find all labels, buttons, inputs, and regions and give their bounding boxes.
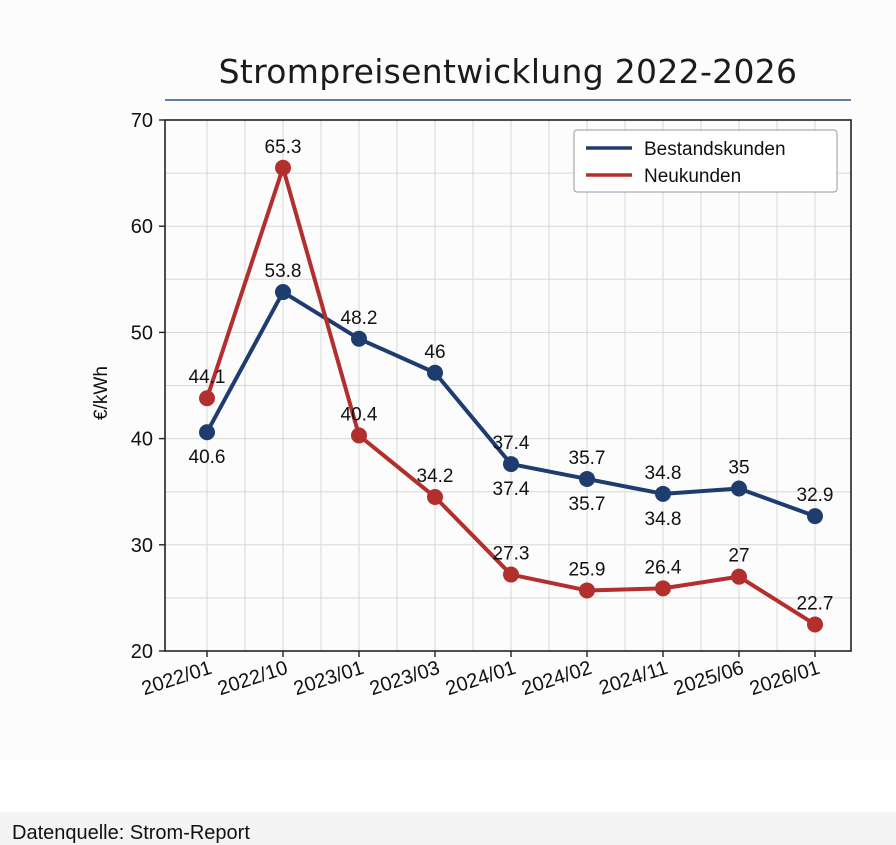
chart-title: Strompreisentwicklung 2022-2026: [218, 52, 798, 91]
point-bestandskunden: [427, 364, 443, 381]
source-note: Datenquelle: Strom-Report: [12, 822, 250, 844]
point-bestandskunden: [351, 330, 367, 347]
data-label-bestandskunden: 34.8: [645, 509, 682, 530]
series: [199, 159, 823, 633]
point-neukunden: [807, 616, 823, 633]
footer-band: [0, 812, 896, 845]
point-bestandskunden: [655, 485, 671, 502]
legend-label-neukunden: Neukunden: [644, 166, 741, 187]
x-tick-label: 2024/02: [519, 657, 595, 700]
point-bestandskunden: [275, 284, 291, 301]
data-label-bestandskunden: 48.2: [341, 308, 378, 329]
point-neukunden: [731, 568, 747, 585]
plot-area: [164, 119, 852, 652]
data-label-neukunden: 65.3: [265, 137, 302, 158]
data-label-bestandskunden: 46: [424, 342, 445, 363]
x-tick-label: 2022/01: [139, 657, 215, 700]
title-underline: [165, 99, 851, 101]
point-neukunden: [199, 390, 215, 407]
data-label-neukunden: 27: [728, 546, 749, 567]
y-axis-label: €/kWh: [91, 366, 112, 420]
y-tick-label: 20: [131, 641, 153, 663]
data-label-neukunden: 25.9: [569, 559, 606, 580]
y-tick-label: 30: [131, 535, 153, 557]
y-tick-label: 40: [131, 429, 153, 451]
point-bestandskunden: [503, 456, 519, 473]
legend: Bestandskunden Neukunden: [573, 129, 838, 193]
x-tick-label: 2023/03: [367, 657, 443, 700]
data-label-bestandskunden: 32.9: [797, 485, 834, 506]
data-label-neukunden: 27.3: [493, 544, 530, 565]
data-label-neukunden: 26.4: [645, 557, 682, 578]
data-label-bestandskunden: 34.8: [645, 463, 682, 484]
chart-frame: [0, 0, 896, 760]
y-tick-label: 50: [131, 322, 153, 344]
data-label-neukunden: 34.2: [417, 466, 454, 487]
legend-box: [573, 129, 838, 193]
x-tick-label: 2025/06: [671, 657, 747, 700]
x-tick-label: 2024/01: [443, 657, 519, 700]
data-label-neukunden: 22.7: [797, 593, 834, 614]
data-label-neukunden: 40.4: [341, 404, 378, 425]
x-tick-label: 2024/11: [596, 657, 670, 700]
data-label-bestandskunden: 40.6: [189, 447, 226, 468]
data-label-bestandskunden: 35: [728, 458, 749, 479]
x-axis: 2022/01 2022/10 2023/01 2023/03 2024/01 2024/…: [139, 651, 823, 700]
data-label-neukunden: 44.1: [189, 367, 226, 388]
data-label-bestandskunden: 53.8: [265, 261, 302, 282]
point-bestandskunden: [807, 508, 823, 525]
point-bestandskunden: [199, 424, 215, 441]
point-neukunden: [503, 566, 519, 583]
point-bestandskunden: [579, 470, 595, 487]
x-tick-label: 2026/01: [747, 657, 823, 700]
x-tick-label: 2022/10: [215, 657, 291, 700]
y-tick-label: 70: [131, 110, 153, 132]
grid: [165, 119, 851, 652]
data-labels: 40.6 53.8 48.2 46 37.4 37.4 35.7 35.7 34.8 34.8 35…: [189, 137, 834, 615]
data-label-bestandskunden: 37.4: [493, 479, 530, 500]
data-label-bestandskunden: 37.4: [493, 433, 530, 454]
point-neukunden: [655, 580, 671, 597]
point-bestandskunden: [731, 480, 747, 497]
point-neukunden: [275, 159, 291, 176]
x-tick-label: 2023/01: [291, 657, 367, 700]
line-chart: 20 30 40 50 60 70 2022/01 2022/10 2023/01 2023/0…: [91, 110, 852, 700]
legend-label-bestandskunden: Bestandskunden: [644, 139, 786, 160]
y-tick-label: 60: [131, 216, 153, 238]
y-axis: 20 30 40 50 60 70: [131, 110, 165, 663]
point-neukunden: [351, 427, 367, 444]
point-neukunden: [579, 582, 595, 599]
point-neukunden: [427, 489, 443, 506]
data-label-bestandskunden: 35.7: [569, 448, 606, 469]
data-label-bestandskunden: 35.7: [569, 494, 606, 515]
